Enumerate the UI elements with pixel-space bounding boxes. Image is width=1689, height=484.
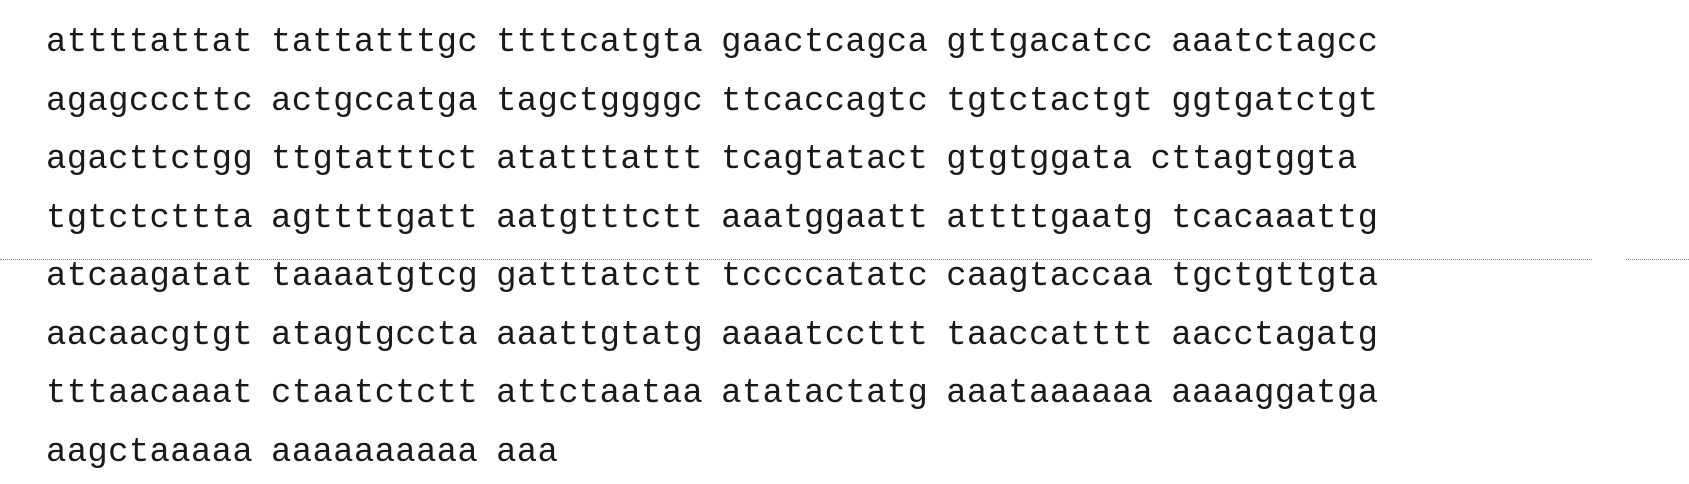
sequence-segment: attttattat bbox=[46, 14, 253, 73]
sequence-line: agacttctgg ttgtatttct atatttattt tcagtatact… bbox=[46, 131, 1378, 190]
sequence-segment: tgtctcttta bbox=[46, 190, 253, 249]
sequence-line: agagcccttc actgccatga tagctggggc ttcaccagtc… bbox=[46, 73, 1378, 132]
sequence-segment: aaaaaaaaaa bbox=[271, 424, 478, 483]
sequence-segment: aaaatccttt bbox=[721, 307, 928, 366]
sequence-segment: tagctggggc bbox=[496, 73, 703, 132]
sequence-segment: agttttgatt bbox=[271, 190, 478, 249]
sequence-segment: caagtaccaa bbox=[946, 248, 1153, 307]
sequence-line: atcaagatat taaaatgtcg gatttatctt tccccatatc… bbox=[46, 248, 1378, 307]
sequence-segment: agagcccttc bbox=[46, 73, 253, 132]
sequence-segment: gaactcagca bbox=[721, 14, 928, 73]
sequence-segment: aaattgtatg bbox=[496, 307, 703, 366]
sequence-segment: actgccatga bbox=[271, 73, 478, 132]
sequence-line: aacaacgtgt atagtgccta aaattgtatg aaaatccttt… bbox=[46, 307, 1378, 366]
sequence-segment: gtgtggata bbox=[946, 131, 1132, 190]
sequence-segment: ctaatctctt bbox=[271, 365, 478, 424]
sequence-segment: taaaatgtcg bbox=[271, 248, 478, 307]
sequence-segment: atatactatg bbox=[721, 365, 928, 424]
sequence-segment: tgctgttgta bbox=[1171, 248, 1378, 307]
sequence-line: tttaacaaat ctaatctctt attctaataa atatactatg… bbox=[46, 365, 1378, 424]
sequence-segment: tcagtatact bbox=[721, 131, 928, 190]
sequence-segment: tattatttgc bbox=[271, 14, 478, 73]
sequence-segment: attctaataa bbox=[496, 365, 703, 424]
sequence-segment: ttttcatgta bbox=[496, 14, 703, 73]
sequence-segment: aacctagatg bbox=[1171, 307, 1378, 366]
sequence-segment: tccccatatc bbox=[721, 248, 928, 307]
sequence-segment: cttagtggta bbox=[1151, 131, 1358, 190]
sequence-segment: atagtgccta bbox=[271, 307, 478, 366]
sequence-line: tgtctcttta agttttgatt aatgtttctt aaatggaatt… bbox=[46, 190, 1378, 249]
dotted-divider-line-tail bbox=[1626, 259, 1689, 260]
sequence-segment: atatttattt bbox=[496, 131, 703, 190]
sequence-segment: gttgacatcc bbox=[946, 14, 1153, 73]
sequence-line: attttattat tattatttgc ttttcatgta gaactcagca… bbox=[46, 14, 1378, 73]
sequence-segment: gatttatctt bbox=[496, 248, 703, 307]
sequence-segment: aatgtttctt bbox=[496, 190, 703, 249]
sequence-segment: aaatctagcc bbox=[1171, 14, 1378, 73]
sequence-segment: aagctaaaaa bbox=[46, 424, 253, 483]
sequence-line: aagctaaaaaaaaaaaaaaaaaa bbox=[46, 424, 1378, 483]
sequence-segment: tttaacaaat bbox=[46, 365, 253, 424]
sequence-segment: agacttctgg bbox=[46, 131, 253, 190]
sequence-segment: taaccatttt bbox=[946, 307, 1153, 366]
sequence-segment: aaataaaaaa bbox=[946, 365, 1153, 424]
sequence-segment: tgtctactgt bbox=[946, 73, 1153, 132]
sequence-segment: aacaacgtgt bbox=[46, 307, 253, 366]
sequence-segment: atcaagatat bbox=[46, 248, 253, 307]
sequence-segment: aaatggaatt bbox=[721, 190, 928, 249]
sequence-segment: tcacaaattg bbox=[1171, 190, 1378, 249]
sequence-segment: ggtgatctgt bbox=[1171, 73, 1378, 132]
sequence-segment: aaa bbox=[496, 424, 558, 483]
sequence-segment: aaaaggatga bbox=[1171, 365, 1378, 424]
nucleotide-sequence-listing: attttattat tattatttgc ttttcatgta gaactcagca… bbox=[46, 14, 1378, 482]
sequence-segment: ttcaccagtc bbox=[721, 73, 928, 132]
sequence-segment: ttgtatttct bbox=[271, 131, 478, 190]
sequence-segment: attttgaatg bbox=[946, 190, 1153, 249]
